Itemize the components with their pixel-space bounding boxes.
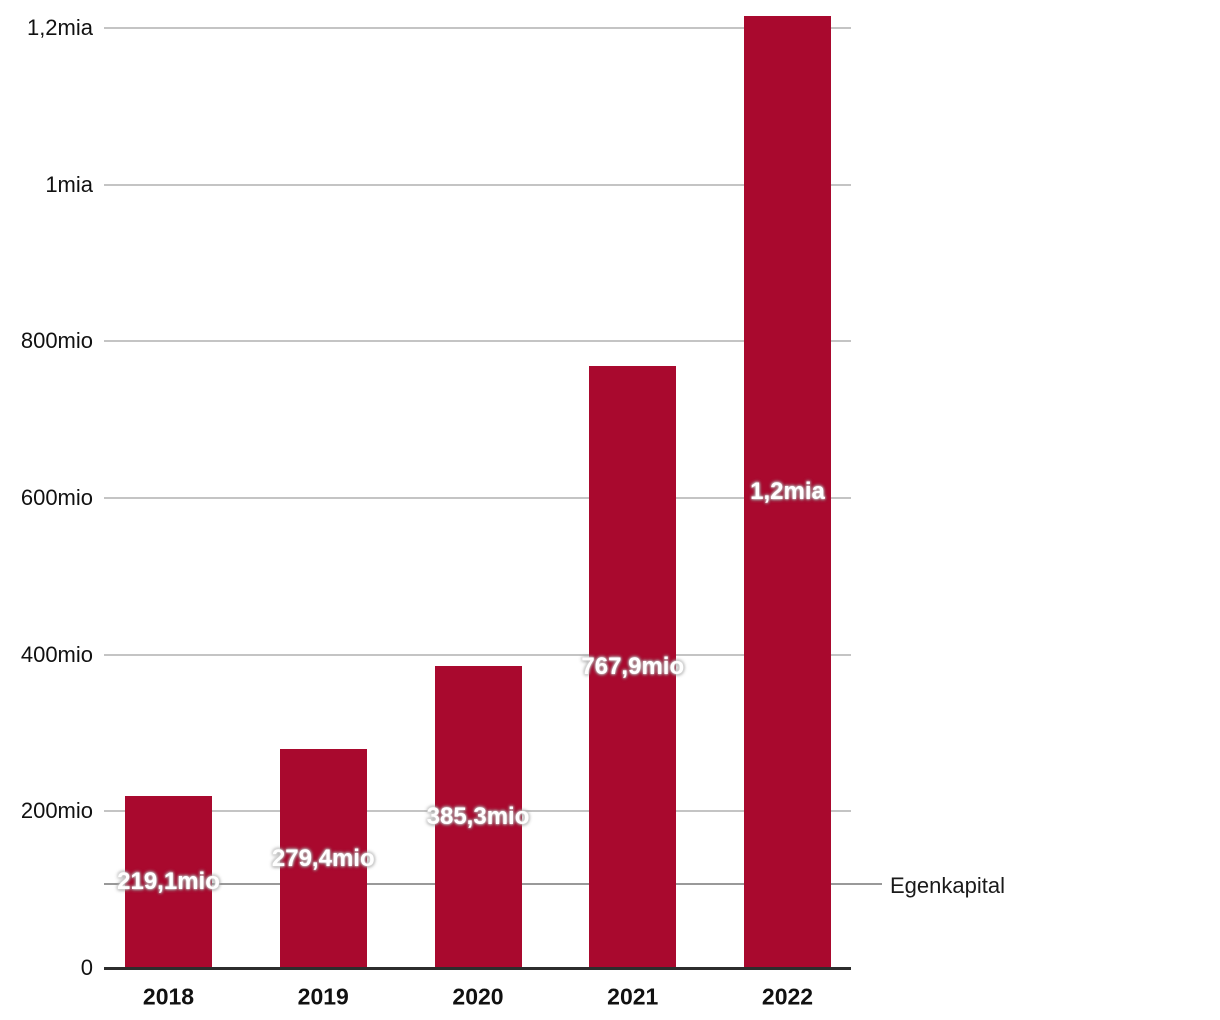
bar-value-label-2019: 279,4mio [271,844,375,872]
x-tick-label-2020: 2020 [452,983,504,1010]
y-tick-label: 400mio [20,641,93,667]
gridline-800mio [104,340,851,343]
bar-value-label-2018: 219,1mio [117,868,220,896]
x-tick-label-2018: 2018 [142,983,195,1010]
y-tick-label: 1mia [45,171,93,197]
bar-value-label-2021: 767,9mio [581,653,685,681]
x-tick-label-2021: 2021 [607,983,659,1010]
y-tick-label: 1,2mia [26,14,93,40]
series-label-egenkapital: Egenkapital [890,873,1005,898]
x-axis-line [104,967,851,970]
bar-value-label-2020: 385,3mio [426,803,530,831]
bar-value-label-2022: 1,2mia [750,478,825,506]
x-tick-label-2019: 2019 [297,983,349,1010]
y-tick-label: 200mio [20,798,93,824]
bar-2020 [434,666,522,968]
gridline-1,2mia [104,26,851,29]
bar-2019 [279,749,367,968]
bar-2021 [589,366,677,968]
gridline-600mio [104,496,851,499]
y-tick-label: 600mio [20,484,93,510]
bar-2018 [125,796,212,968]
gridline-1mia [104,183,851,186]
bar-2022 [744,16,831,968]
y-tick-label: 800mio [20,328,93,354]
y-tick-label: 0 [80,955,93,980]
x-tick-label-2022: 2022 [761,983,814,1010]
gridline-400mio [104,653,851,656]
